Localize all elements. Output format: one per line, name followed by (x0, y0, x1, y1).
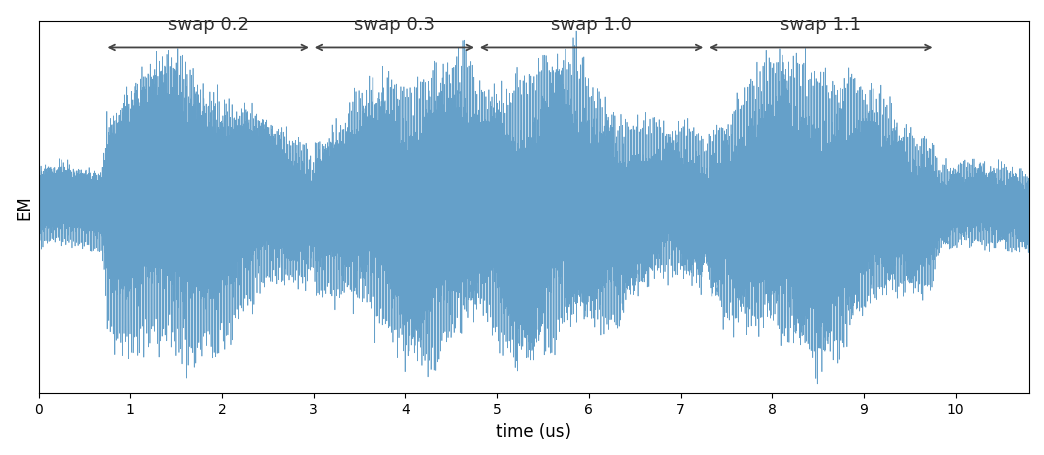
Text: swap 1.1: swap 1.1 (780, 15, 861, 34)
Text: swap 0.2: swap 0.2 (168, 15, 248, 34)
Text: swap 1.0: swap 1.0 (551, 15, 632, 34)
X-axis label: time (us): time (us) (496, 422, 571, 440)
Text: swap 0.3: swap 0.3 (354, 15, 435, 34)
Y-axis label: EM: EM (15, 195, 33, 220)
